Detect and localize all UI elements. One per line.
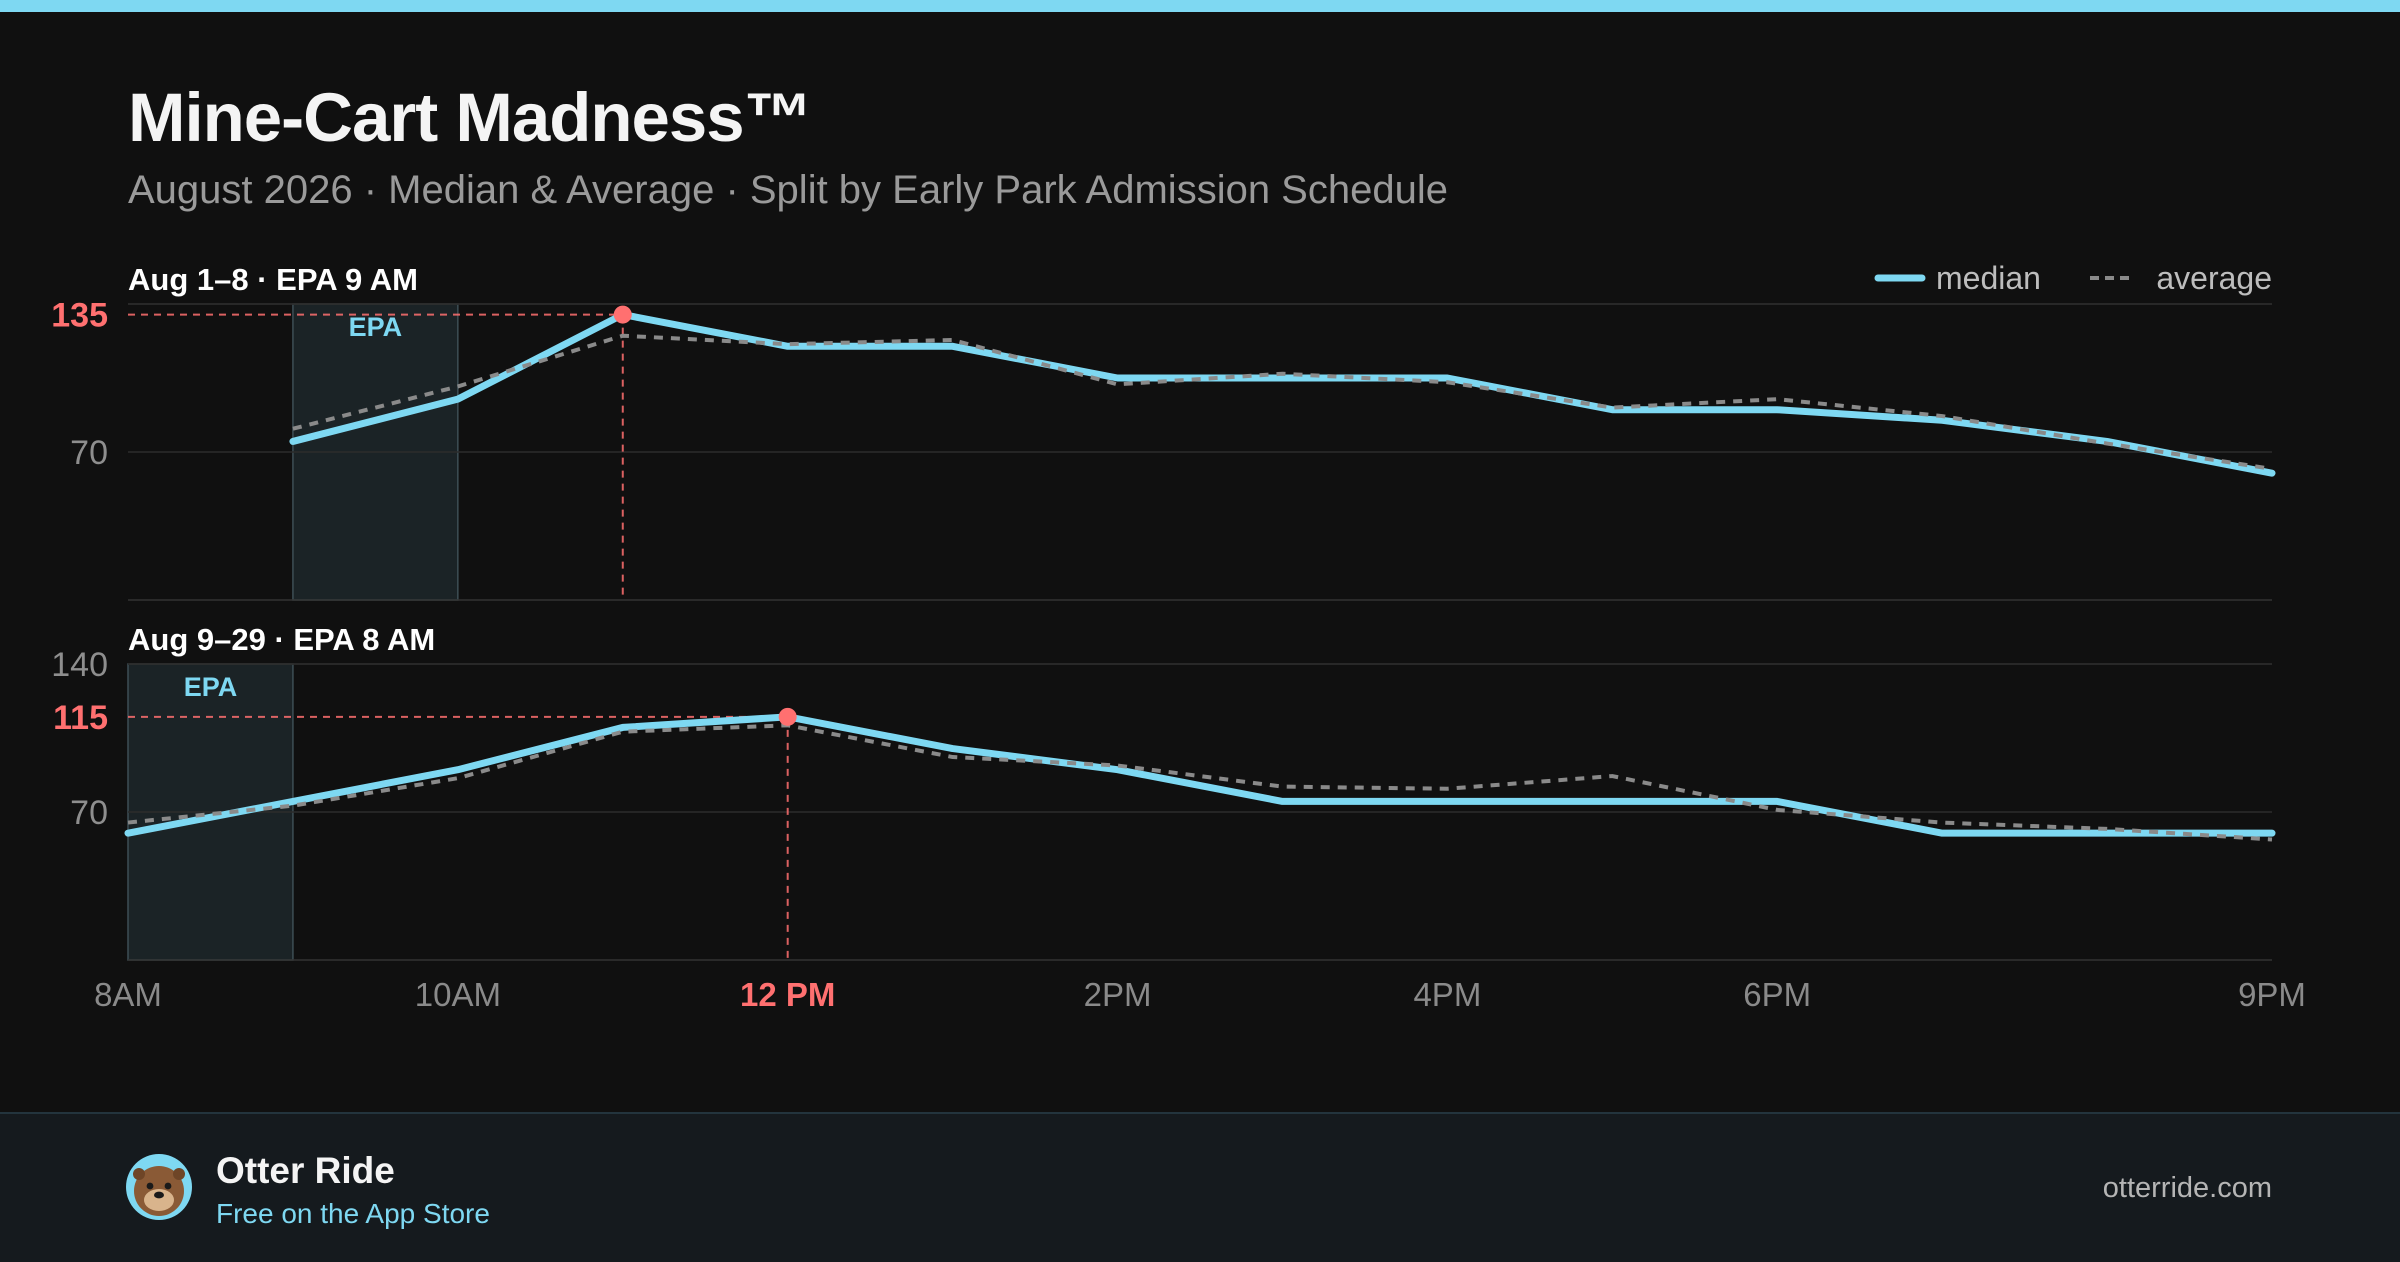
x-tick-label: 6PM: [1743, 976, 1811, 1013]
y-tick-label: 70: [70, 434, 108, 472]
peak-marker: [613, 305, 632, 324]
top-accent-bar: [0, 0, 2400, 12]
x-tick-label: 2PM: [1084, 976, 1152, 1013]
peak-marker: [778, 707, 797, 726]
footer: Otter Ride Free on the App Store otterri…: [0, 1112, 2400, 1262]
x-tick-label: 9PM: [2238, 976, 2306, 1013]
x-tick-label: 12 PM: [740, 976, 835, 1013]
x-tick-label: 4PM: [1413, 976, 1481, 1013]
y-tick-label: 140: [51, 646, 108, 684]
peak-value-label: 115: [53, 699, 108, 737]
y-tick-label: 70: [70, 794, 108, 832]
peak-label-backdrop: [30, 288, 116, 339]
average-line: [292, 333, 2273, 471]
otter-avatar-icon: [126, 1154, 192, 1220]
panel-label: Aug 1–8 · EPA 9 AM: [128, 262, 418, 297]
epa-band-label: EPA: [349, 312, 403, 342]
median-line: [124, 713, 2276, 837]
page-title: Mine-Cart Madness™: [128, 79, 813, 156]
peak-label-backdrop: [30, 690, 116, 741]
legend-average-label: average: [2156, 260, 2272, 296]
app-store-link[interactable]: Free on the App Store: [216, 1198, 490, 1229]
page-subtitle: August 2026 · Median & Average · Split b…: [128, 168, 1448, 212]
epa-band-label: EPA: [184, 672, 238, 702]
median-line: [289, 311, 2276, 477]
peak-value-label: 135: [51, 297, 108, 335]
legend-median-label: median: [1936, 260, 2041, 296]
brand-name: Otter Ride: [216, 1150, 395, 1191]
average-line: [127, 723, 2273, 842]
panel-label: Aug 9–29 · EPA 8 AM: [128, 622, 435, 657]
x-tick-label: 8AM: [94, 976, 162, 1013]
x-tick-label: 10AM: [415, 976, 501, 1013]
website-link[interactable]: otterride.com: [2102, 1172, 2272, 1204]
